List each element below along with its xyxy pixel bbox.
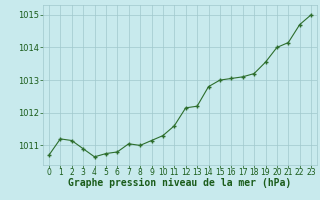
- X-axis label: Graphe pression niveau de la mer (hPa): Graphe pression niveau de la mer (hPa): [68, 178, 292, 188]
